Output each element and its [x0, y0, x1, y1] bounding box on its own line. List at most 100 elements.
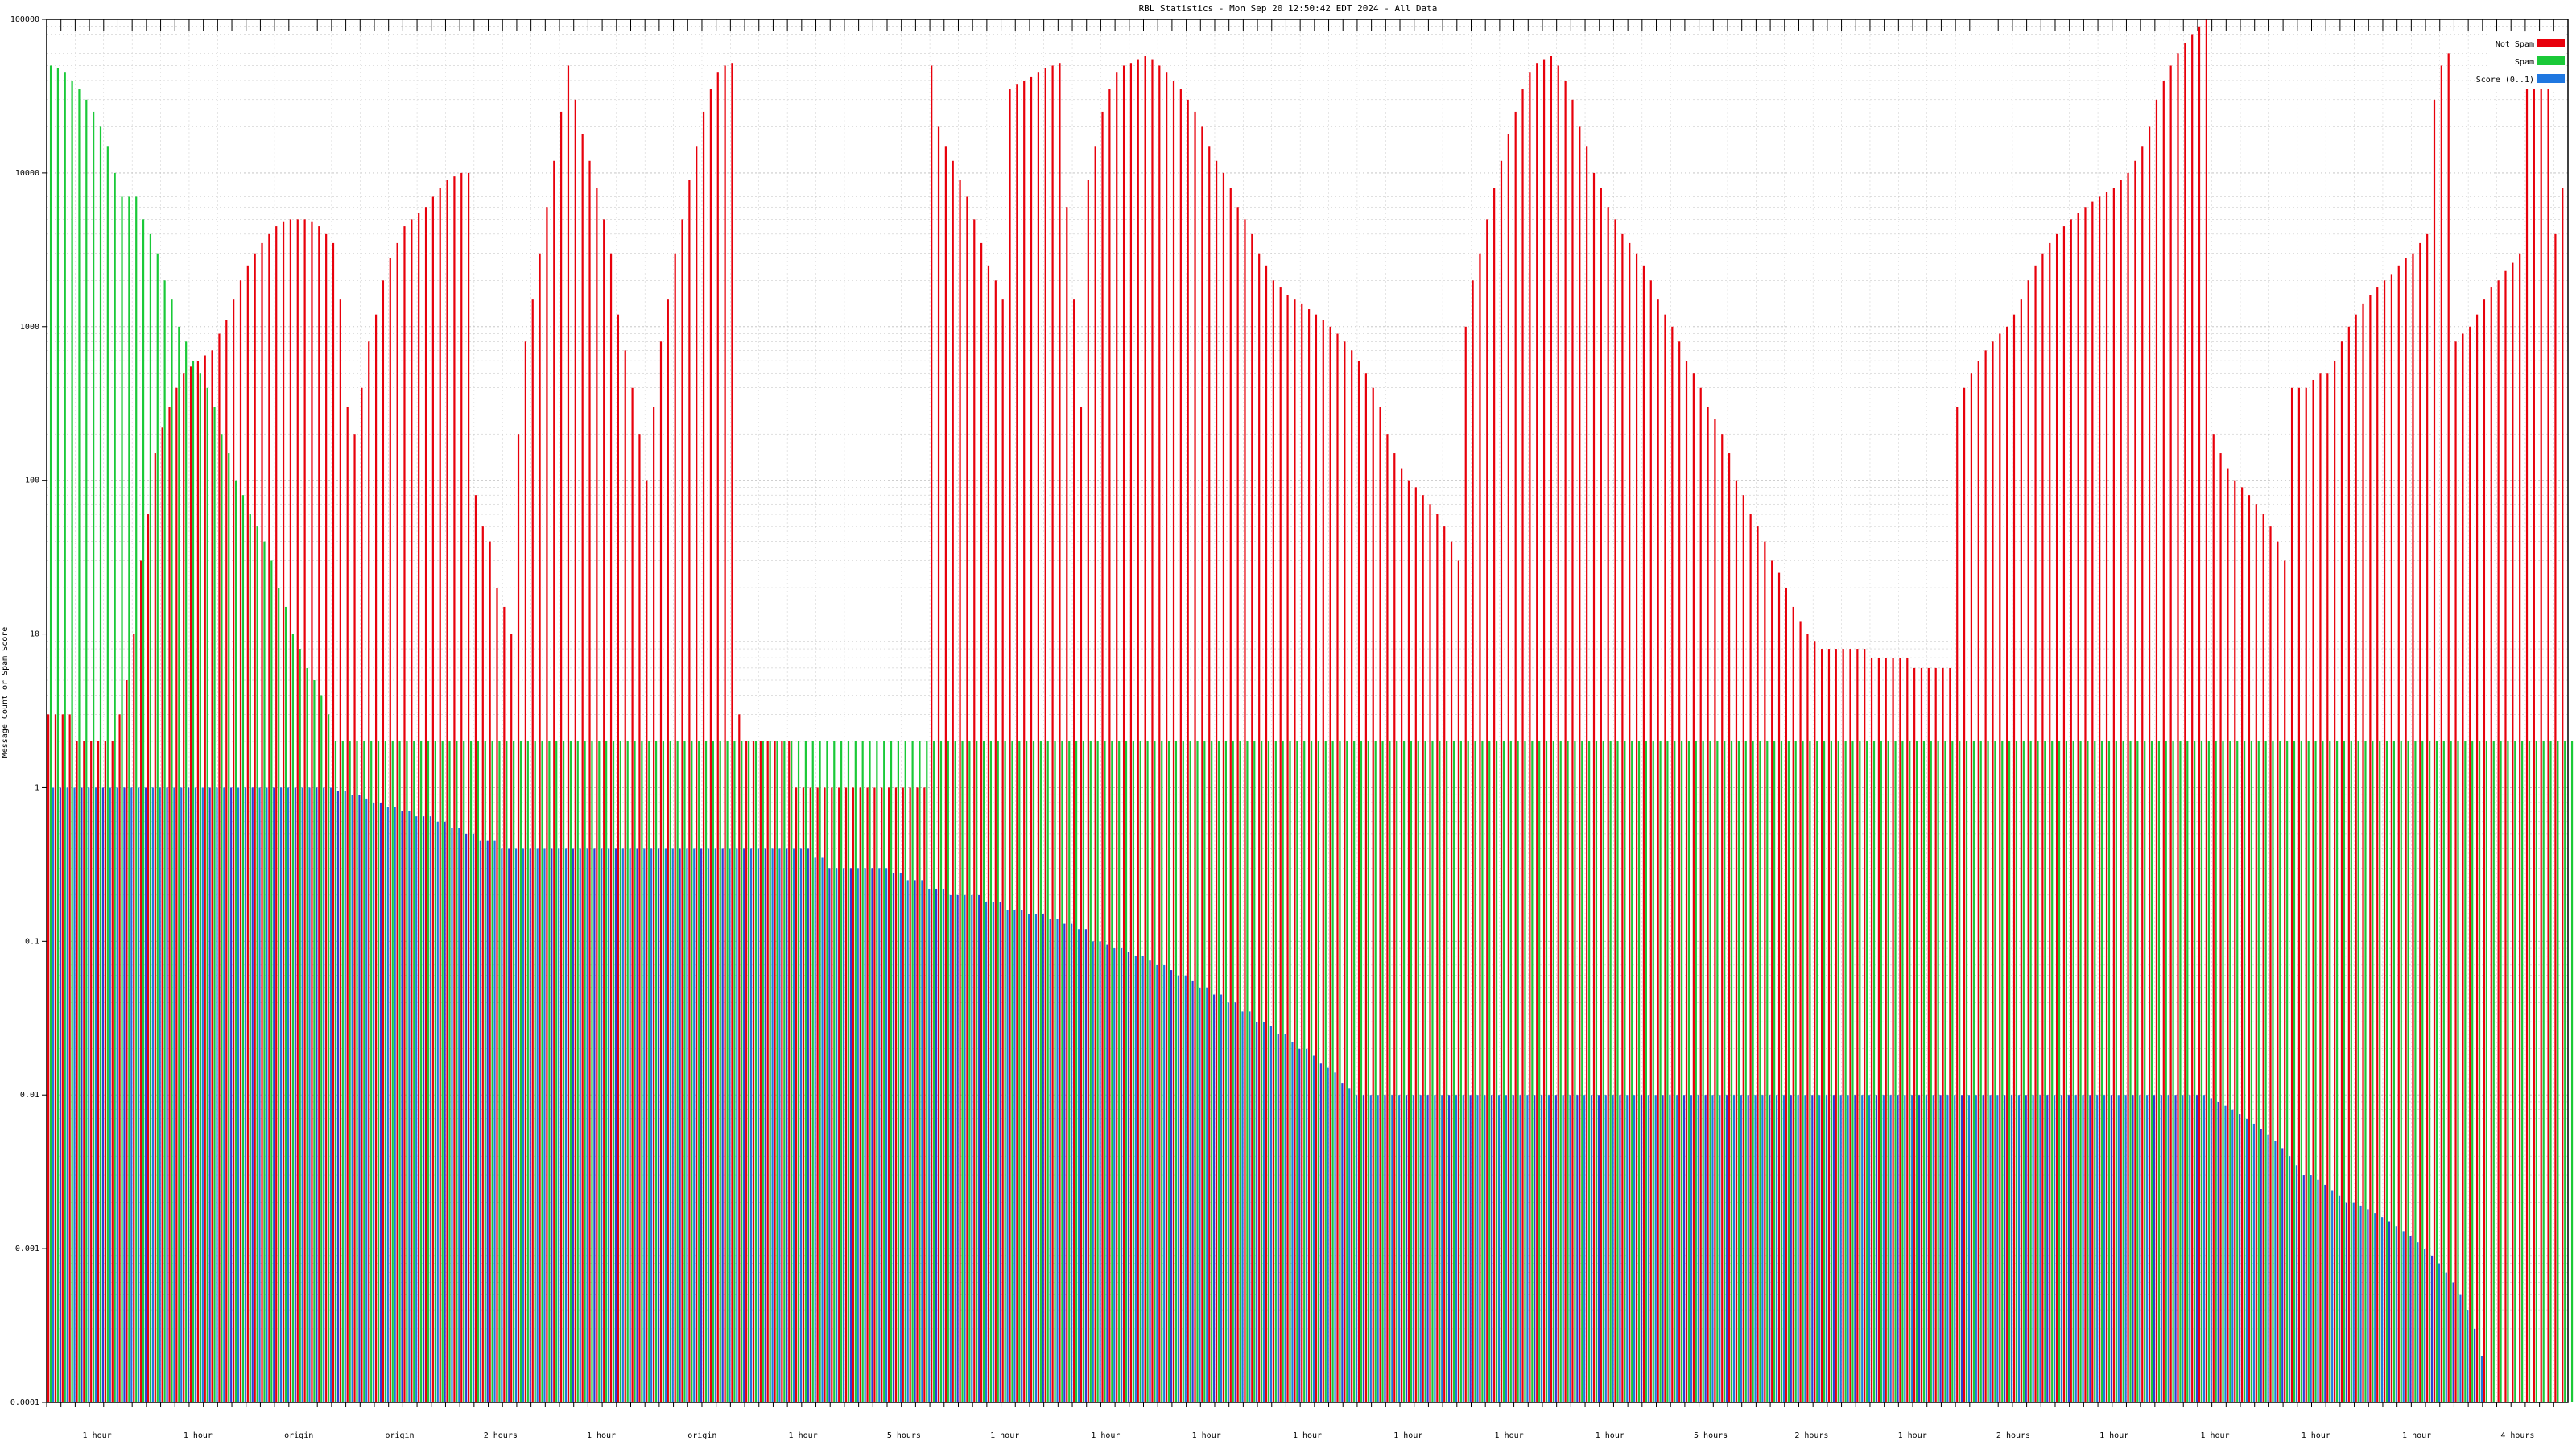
bar-not-spam	[731, 63, 733, 1403]
x-tick-label: 1 hour	[2099, 1431, 2128, 1440]
bar-score-0-1	[985, 902, 988, 1402]
bar-not-spam	[2248, 495, 2251, 1403]
bar-not-spam	[2290, 387, 2293, 1402]
bar-score-0-1	[373, 802, 375, 1402]
bar-spam	[2072, 741, 2074, 1402]
bar-score-0-1	[1775, 1095, 1778, 1402]
bars-layer	[47, 19, 2574, 1403]
bar-score-0-1	[1597, 1095, 1600, 1402]
bar-spam	[498, 741, 501, 1402]
bar-score-0-1	[892, 872, 895, 1402]
bar-not-spam	[546, 207, 548, 1402]
bar-not-spam	[1443, 526, 1446, 1402]
bar-not-spam	[681, 219, 683, 1403]
bar-spam	[1174, 741, 1178, 1402]
bar-score-0-1	[1034, 914, 1038, 1402]
bar-not-spam	[1464, 326, 1467, 1402]
bar-not-spam	[659, 341, 663, 1402]
bar-spam	[2385, 741, 2388, 1402]
bar-spam	[1823, 741, 1826, 1402]
bar-not-spam	[318, 226, 320, 1403]
bar-not-spam	[47, 714, 50, 1402]
bar-score-0-1	[1975, 1095, 1977, 1402]
bar-score-0-1	[714, 848, 716, 1402]
bar-spam	[1082, 741, 1085, 1402]
bar-not-spam	[1913, 667, 1916, 1402]
bar-not-spam	[439, 188, 441, 1402]
bar-not-spam	[1436, 514, 1439, 1402]
bar-score-0-1	[1782, 1095, 1785, 1402]
bar-score-0-1	[1113, 948, 1116, 1402]
bar-spam	[2194, 741, 2196, 1402]
bar-spam	[2535, 741, 2537, 1402]
bar-score-0-1	[2430, 1255, 2434, 1402]
bar-spam	[1709, 741, 1711, 1402]
bar-spam	[2058, 741, 2061, 1402]
bar-not-spam	[1351, 350, 1353, 1403]
bar-spam	[1096, 741, 1099, 1402]
bar-spam	[2500, 741, 2502, 1402]
bar-spam	[1111, 741, 1113, 1402]
bar-spam	[569, 741, 572, 1402]
bar-spam	[2528, 741, 2531, 1402]
bar-score-0-1	[166, 787, 168, 1402]
bar-spam	[1495, 741, 1498, 1402]
bar-spam	[413, 741, 415, 1402]
bar-score-0-1	[778, 848, 781, 1402]
bar-not-spam	[1101, 111, 1104, 1403]
bar-spam	[1509, 741, 1512, 1402]
bar-not-spam	[1122, 65, 1125, 1403]
bar-spam	[1830, 741, 1833, 1402]
bar-score-0-1	[2252, 1123, 2255, 1402]
bar-score-0-1	[721, 848, 724, 1402]
bar-score-0-1	[1469, 1095, 1472, 1402]
bar-score-0-1	[2381, 1217, 2384, 1402]
bar-spam	[249, 514, 251, 1402]
bar-not-spam	[1222, 172, 1225, 1402]
bar-spam	[2343, 741, 2346, 1402]
legend-swatch	[2537, 56, 2565, 65]
bar-spam	[213, 407, 216, 1403]
bar-spam	[883, 741, 886, 1402]
bar-not-spam	[1806, 634, 1809, 1402]
bar-score-0-1	[842, 868, 845, 1402]
bar-not-spam	[1201, 126, 1203, 1403]
bar-spam	[2450, 741, 2452, 1402]
bar-spam	[2442, 741, 2445, 1402]
bar-not-spam	[2512, 262, 2514, 1402]
bar-not-spam	[2120, 180, 2122, 1402]
bar-not-spam	[1401, 468, 1403, 1402]
bar-spam	[1695, 741, 1697, 1402]
bar-score-0-1	[956, 894, 959, 1402]
bar-not-spam	[1877, 658, 1880, 1402]
bar-spam	[56, 68, 60, 1403]
bar-spam	[1246, 741, 1249, 1402]
bar-score-0-1	[614, 848, 617, 1402]
bar-not-spam	[1051, 65, 1054, 1403]
bar-not-spam	[282, 221, 285, 1402]
bar-score-0-1	[2217, 1101, 2219, 1402]
bar-score-0-1	[1106, 944, 1108, 1402]
y-tick-label: 100000	[10, 15, 39, 24]
bar-spam	[1567, 741, 1569, 1402]
bar-not-spam	[1764, 541, 1766, 1402]
bar-spam	[890, 741, 893, 1402]
bar-score-0-1	[1697, 1095, 1699, 1402]
bar-spam	[427, 741, 430, 1402]
bar-not-spam	[1279, 287, 1282, 1402]
legend-items: Not Spam Spam Score (0..1)	[2476, 39, 2565, 85]
bar-score-0-1	[749, 848, 753, 1402]
bar-spam	[897, 741, 900, 1402]
bar-spam	[2521, 741, 2524, 1402]
bar-not-spam	[1301, 303, 1303, 1402]
bar-score-0-1	[1534, 1095, 1536, 1402]
bar-score-0-1	[914, 880, 916, 1402]
bar-score-0-1	[586, 848, 588, 1402]
bar-score-0-1	[1341, 1083, 1344, 1402]
bar-not-spam	[1493, 188, 1496, 1402]
bar-spam	[1353, 741, 1356, 1402]
bar-spam	[2264, 741, 2267, 1402]
bar-not-spam	[2055, 233, 2058, 1403]
bar-score-0-1	[308, 787, 311, 1402]
bar-not-spam	[973, 219, 976, 1403]
